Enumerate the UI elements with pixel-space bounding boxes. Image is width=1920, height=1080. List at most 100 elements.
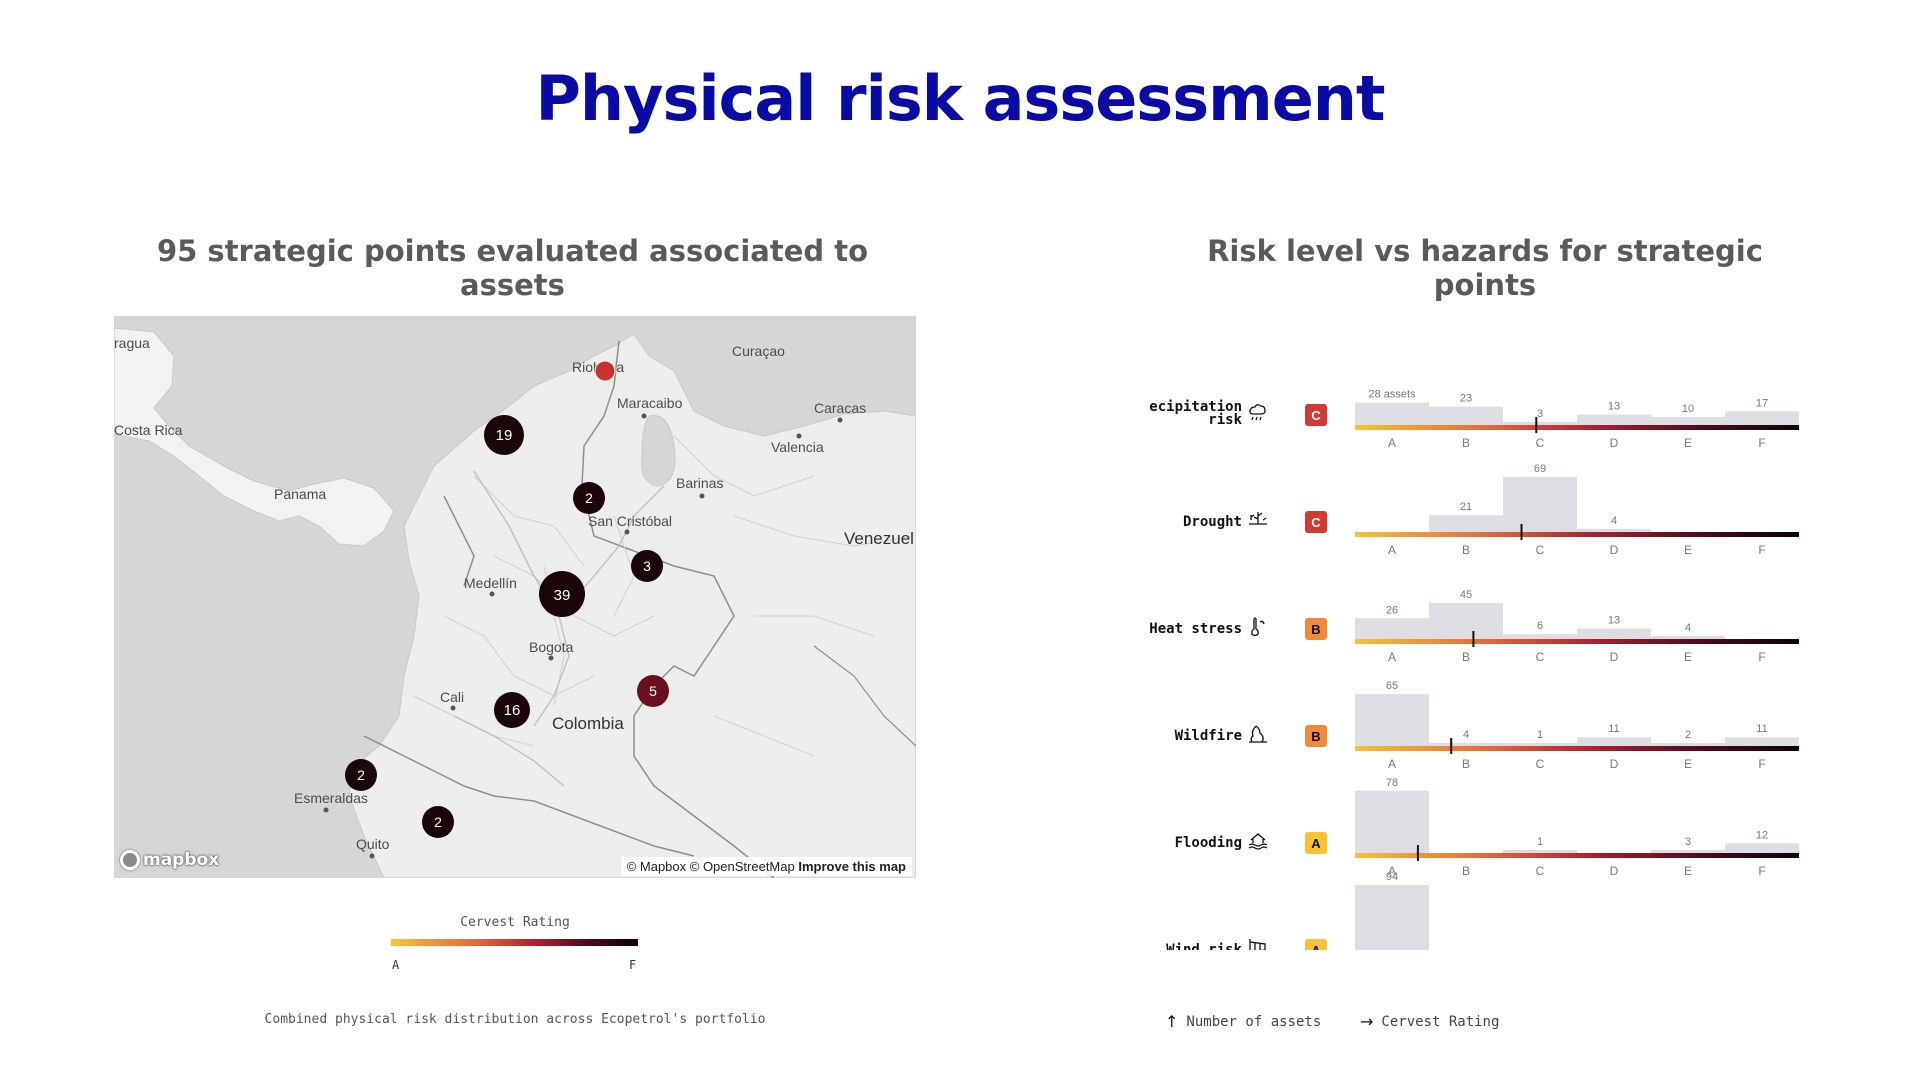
map-label-esmeraldas: Esmeraldas [294, 790, 368, 806]
wildfire-icon-path [1249, 725, 1267, 743]
improve-map-link[interactable]: Improve this map [798, 859, 906, 874]
bar [1725, 411, 1799, 425]
bar [1577, 628, 1651, 639]
bar-value-label: 94 [1386, 871, 1398, 883]
hazard-label: Heat stress [1150, 621, 1242, 637]
map-label-panama: Panama [274, 486, 326, 502]
bar [1503, 634, 1577, 639]
arrow-right-icon: → [1360, 1012, 1374, 1031]
legend-title: Cervest Rating [460, 915, 570, 930]
lake-maracaibo [641, 414, 676, 487]
bar-value-label: 69 [1534, 463, 1546, 475]
x-axis-note-label: Cervest Rating [1381, 1013, 1500, 1030]
rating-axis [1355, 746, 1799, 751]
rating-badge [1305, 832, 1327, 854]
map-label-nicaragua: ragua [114, 335, 150, 351]
map-label-barinas: Barinas [676, 475, 723, 491]
x-tick-label: B [1462, 864, 1470, 878]
bar [1503, 422, 1577, 425]
bar [1355, 884, 1429, 950]
cluster-riohacha[interactable] [594, 360, 616, 382]
bar-value-label: 4 [1611, 515, 1617, 527]
rain-cloud-icon [1249, 404, 1266, 421]
x-tick-label: D [1610, 757, 1619, 771]
map-label-valencia: Valencia [771, 439, 824, 455]
y-axis-note: ↑ Number of assets [1165, 1012, 1321, 1031]
south-america-land [348, 333, 916, 878]
windsock-icon [1249, 939, 1266, 950]
cluster-39[interactable]: 39 [539, 571, 585, 617]
bar-value-label: 1 [1537, 836, 1543, 848]
rating-axis [1355, 639, 1799, 644]
bar-value-label: 4 [1463, 729, 1469, 741]
cluster-5[interactable]: 5 [637, 675, 669, 707]
bar-value-label: 21 [1460, 501, 1472, 513]
mapbox-logo[interactable]: mapbox [120, 850, 219, 870]
svg-text:3: 3 [643, 558, 651, 574]
x-tick-label: D [1610, 543, 1619, 557]
cluster-3[interactable]: 3 [631, 550, 663, 582]
rating-axis [1355, 425, 1799, 430]
wildfire-icon [1249, 725, 1267, 743]
hazard-label: Drought [1183, 514, 1242, 530]
cluster-2-north[interactable]: 2 [573, 482, 605, 514]
x-tick-label: A [1388, 757, 1396, 771]
bar [1725, 737, 1799, 746]
bar [1725, 843, 1799, 853]
internal-borders [413, 435, 915, 757]
bar [1355, 694, 1429, 746]
hazard-row: Drought C A 21 B 69 C 4 D E F [1183, 463, 1799, 557]
attribution-text[interactable]: © Mapbox © OpenStreetMap [626, 859, 795, 874]
svg-text:16: 16 [504, 702, 521, 719]
rating-badge-label: A [1311, 943, 1321, 950]
bar-value-label: 17 [1756, 397, 1768, 409]
drought-icon [1249, 512, 1267, 525]
cluster-2-south[interactable]: 2 [422, 806, 454, 838]
x-tick-label: F [1758, 436, 1765, 450]
map-panel[interactable]: ragua Costa Rica Panama Rioh... a Curaça… [114, 316, 916, 878]
bar-value-label: 10 [1682, 403, 1694, 415]
flood-icon-path [1248, 833, 1268, 850]
rating-badge-label: C [1311, 515, 1321, 530]
bar-value-label: 11 [1756, 723, 1767, 735]
flood-icon [1248, 833, 1268, 850]
cluster-16[interactable]: 16 [494, 692, 530, 728]
x-axis-note: → Cervest Rating [1360, 1012, 1499, 1031]
bar-value-label: 13 [1608, 615, 1620, 627]
cluster-2-west[interactable]: 2 [345, 759, 377, 791]
map-attribution: © Mapbox © OpenStreetMap Improve this ma… [620, 857, 912, 876]
rating-axis [1355, 853, 1799, 858]
x-tick-label: F [1758, 543, 1765, 557]
bar-value-label: 65 [1386, 680, 1398, 692]
x-tick-label: F [1758, 864, 1765, 878]
svg-text:2: 2 [357, 767, 365, 783]
map-canvas[interactable]: ragua Costa Rica Panama Rioh... a Curaça… [114, 316, 916, 878]
map-label-costa-rica: Costa Rica [114, 422, 183, 438]
arrow-up-icon: ↑ [1165, 1012, 1179, 1031]
bar [1355, 618, 1429, 639]
thermometer-icon [1251, 617, 1265, 637]
x-tick-label: B [1462, 543, 1470, 557]
x-tick-label: C [1536, 864, 1545, 878]
legend-low-label: A [392, 958, 400, 972]
bar-value-label: 78 [1386, 777, 1398, 789]
windsock-icon-path [1249, 939, 1266, 950]
x-tick-label: B [1462, 650, 1470, 664]
map-label-curacao: Curaçao [732, 343, 785, 359]
hazard-label: Precipitation [1150, 399, 1242, 415]
svg-text:39: 39 [554, 587, 571, 604]
bar [1651, 743, 1725, 746]
city-dots [323, 413, 843, 859]
x-tick-label: A [1388, 650, 1396, 664]
country-border [581, 340, 775, 878]
map-label-medellin: Medellín [464, 575, 517, 591]
cluster-19[interactable]: 19 [484, 415, 524, 455]
bar [1429, 406, 1503, 425]
map-label-bogota: Bogota [529, 639, 574, 655]
x-tick-label: C [1536, 436, 1545, 450]
x-tick-label: A [1388, 436, 1396, 450]
map-label-venezuela: Venezuel [844, 529, 914, 548]
map-section-title: 95 strategic points evaluated associated… [156, 234, 869, 302]
rating-badge [1305, 404, 1327, 426]
hazard-label-cont: risk [1208, 412, 1242, 428]
